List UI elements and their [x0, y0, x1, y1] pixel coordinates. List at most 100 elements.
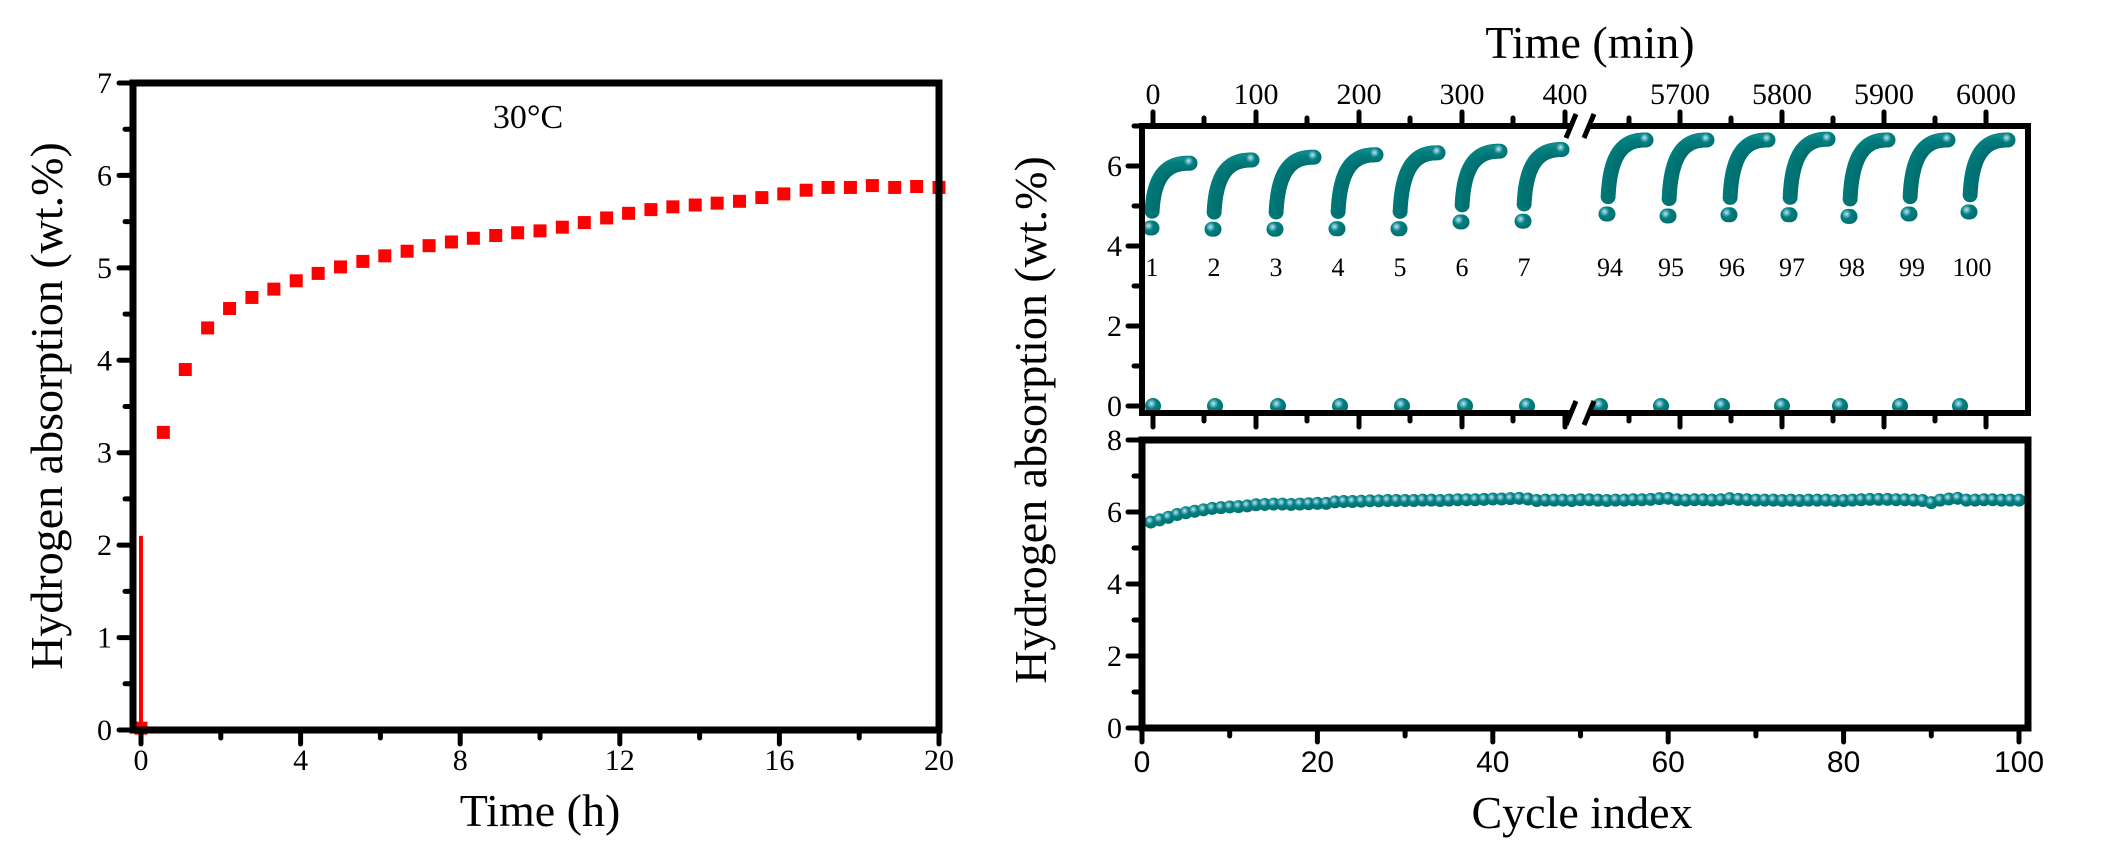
left-data-point [156, 425, 170, 439]
cycle-data-point [1760, 132, 1776, 148]
cycle-start-point [1840, 208, 1856, 224]
cycle-curve-96 [1720, 132, 1776, 223]
left-y-tick-label: 5 [97, 252, 112, 285]
left-data-point [311, 266, 325, 280]
left-plot-frame [129, 79, 943, 734]
right-bottom-y-tick-label: 6 [1107, 496, 1122, 529]
right-top-x-tick-label: 0 [1146, 78, 1161, 111]
cycle-data-point [1182, 155, 1198, 171]
left-data-point [821, 180, 835, 194]
left-x-tick-label: 20 [924, 744, 954, 777]
cycle-label: 4 [1332, 253, 1345, 282]
right-bottom-data-series [1144, 491, 2026, 529]
axis-break-mark [1581, 113, 1597, 139]
cycle-start-point [1960, 204, 1976, 220]
left-data-point [178, 363, 192, 377]
left-y-tick-label: 2 [97, 529, 112, 562]
cycle-label: 98 [1839, 253, 1865, 282]
right-top-y-tick-label: 6 [1107, 150, 1122, 183]
right-bottom-y-tick-label: 2 [1107, 640, 1122, 673]
right-bottom-x-tick-label: 100 [1994, 746, 2044, 779]
left-x-tick-label: 12 [605, 744, 635, 777]
cycle-start-point [1598, 206, 1614, 222]
left-x-axis-title: Time (h) [460, 785, 621, 836]
cycle-start-point [1390, 221, 1406, 237]
left-data-point [267, 282, 281, 296]
left-data-point [489, 229, 503, 243]
right-top-y-tick-label: 2 [1107, 310, 1122, 343]
cycle-curve-98 [1840, 132, 1896, 224]
right-bottom-x-tick-label: 60 [1652, 746, 1685, 779]
right-top-x-tick-label: 5800 [1752, 78, 1812, 111]
left-data-point [910, 180, 924, 194]
cycle-label: 96 [1719, 253, 1745, 282]
right-bottom-x-tick-label: 20 [1301, 746, 1334, 779]
left-y-tick-label: 3 [97, 437, 112, 470]
cycle-start-point [1720, 207, 1736, 223]
left-data-point [733, 194, 746, 208]
cycle-label: 5 [1394, 253, 1407, 282]
left-data-point [555, 220, 569, 234]
left-data-point [600, 211, 614, 225]
cycle-data-point [1244, 152, 1260, 168]
cycle-start-point [1142, 220, 1158, 236]
left-data-point [755, 191, 769, 205]
left-data-point [777, 187, 791, 201]
cycle-label: 7 [1518, 253, 1531, 282]
left-data-point [511, 226, 525, 240]
right-top-data-series: 1 2 3 4 5 6 7 94 95 96 97 98 99 100 [1142, 131, 2016, 414]
right-top-x-tick-label: 5900 [1854, 78, 1914, 111]
cycle-label: 1 [1146, 253, 1159, 282]
left-data-point [888, 180, 902, 194]
cycle-data-point [1368, 147, 1384, 163]
cycle-curve-2 [1204, 152, 1260, 237]
right-bottom-x-tick-label: 80 [1827, 746, 1860, 779]
left-data-point [666, 200, 680, 214]
left-data-point [466, 231, 480, 245]
cycle-start-point [1659, 208, 1675, 224]
right-top-x-tick-label: 100 [1234, 78, 1279, 111]
left-x-tick-label: 4 [293, 744, 308, 777]
cycle-curve-7 [1514, 142, 1570, 229]
left-y-tick-label: 7 [97, 67, 112, 100]
cycle-label: 97 [1779, 253, 1805, 282]
left-data-point [799, 183, 813, 197]
left-data-point [710, 196, 724, 210]
left-data-point [644, 203, 658, 217]
right-bottom-x-tick-label: 0 [1134, 746, 1151, 779]
left-y-tick-label: 0 [97, 714, 112, 747]
left-y-tick-label: 4 [97, 344, 112, 377]
left-y-tick-label: 1 [97, 622, 112, 655]
left-data-point [865, 179, 879, 193]
left-data-point [245, 290, 259, 304]
right-top-x-tick-label: 300 [1440, 78, 1485, 111]
cycle-data-point [2000, 132, 2016, 148]
left-x-tick-label: 8 [453, 744, 468, 777]
cycle-label: 99 [1899, 253, 1925, 282]
left-data-point [843, 180, 857, 194]
right-bottom-y-tick-label: 4 [1107, 568, 1122, 601]
right-y-axis-title: Hydrogen absorption (wt.%) [1005, 156, 1056, 684]
cycle-curve-100 [1960, 132, 2016, 220]
cycle-data-point [1638, 132, 1654, 148]
cycle-start-point [1900, 206, 1916, 222]
left-data-point [622, 206, 636, 220]
cycle-curve-5 [1390, 145, 1446, 237]
cycle-start-point [1452, 214, 1468, 230]
right-bottom-y-tick-label: 8 [1107, 424, 1122, 457]
left-data-point [289, 274, 303, 288]
right-bottom-x-tick-label: 40 [1476, 746, 1509, 779]
cycle-start-point [1514, 213, 1530, 229]
cycle-data-point [1492, 143, 1508, 159]
right-bottom-plot-frame [1138, 436, 2032, 732]
right-top-x-tick-label: 5700 [1650, 78, 1710, 111]
left-data-point [400, 244, 414, 258]
left-data-point [577, 216, 591, 230]
cycle-data-point [1940, 132, 1956, 148]
cycle-label: 3 [1270, 253, 1283, 282]
cycle-curve-95 [1659, 132, 1715, 224]
